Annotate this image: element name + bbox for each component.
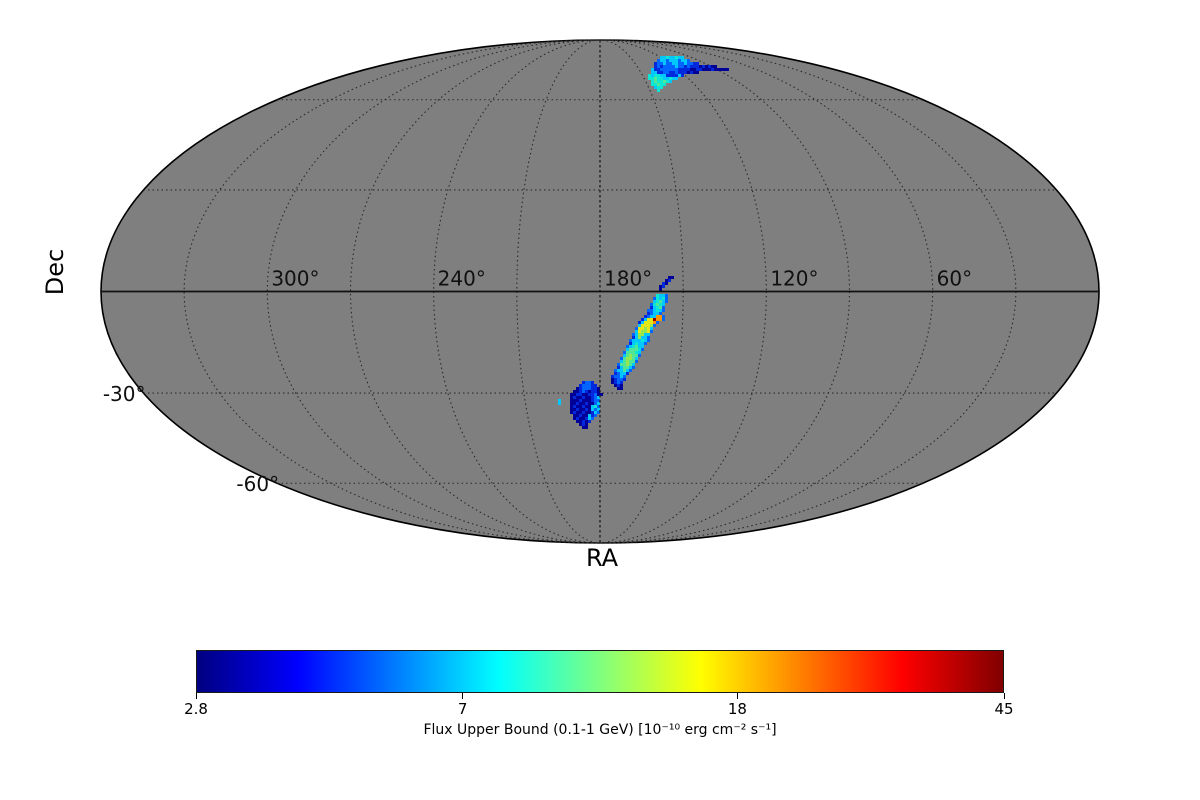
sky-map: 300° 240° 180° 120° 60° -30° -60° Dec RA bbox=[41, 39, 1100, 572]
colorbar-tick-label: 7 bbox=[457, 700, 468, 718]
flux-patch-north bbox=[648, 56, 729, 92]
ra-tick-label: 300° bbox=[271, 267, 319, 291]
colorbar-tick-mark bbox=[462, 693, 464, 699]
flux-patch-south-blob bbox=[558, 381, 603, 429]
colorbar-tick-label: 18 bbox=[727, 700, 747, 718]
y-axis-label: Dec bbox=[41, 249, 69, 295]
colorbar-tick-mark bbox=[1003, 693, 1005, 699]
colorbar-tick-label: 45 bbox=[994, 700, 1014, 718]
dec-tick-label: -30° bbox=[103, 382, 146, 406]
dec-tick-label: -60° bbox=[236, 472, 279, 496]
flux-patch-central-streak bbox=[611, 276, 674, 390]
colorbar-tick-mark bbox=[736, 693, 738, 699]
ra-tick-label: 240° bbox=[438, 267, 486, 291]
ra-tick-label: 180° bbox=[604, 267, 652, 291]
x-axis-label: RA bbox=[586, 544, 619, 572]
colorbar-tick-label: 2.8 bbox=[184, 700, 208, 718]
colorbar-label: Flux Upper Bound (0.1-1 GeV) [10⁻¹⁰ erg … bbox=[423, 722, 777, 738]
colorbar-tick-mark bbox=[195, 693, 197, 699]
ra-tick-label: 60° bbox=[937, 267, 972, 291]
colorbar-gradient bbox=[196, 650, 1004, 693]
colorbar: 2.8 7 18 45 Flux Upper Bound (0.1-1 GeV) [1… bbox=[184, 650, 1014, 750]
ra-tick-label: 120° bbox=[770, 267, 818, 291]
